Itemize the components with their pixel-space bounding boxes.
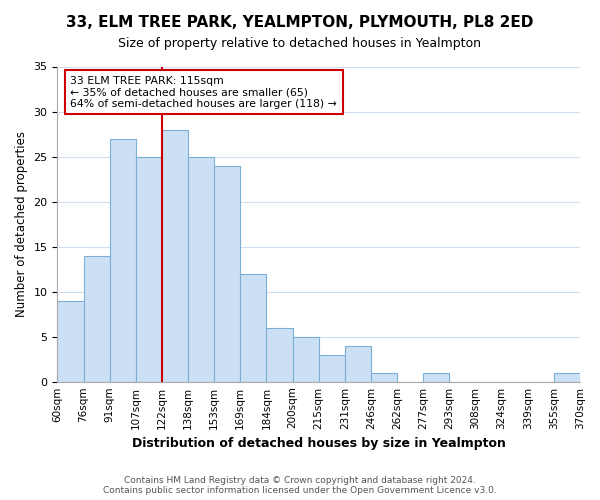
Text: Contains HM Land Registry data © Crown copyright and database right 2024.
Contai: Contains HM Land Registry data © Crown c… (103, 476, 497, 495)
Bar (188, 156, 214, 382)
Bar (293, 336, 319, 382)
Text: Size of property relative to detached houses in Yealmpton: Size of property relative to detached ho… (119, 38, 482, 51)
Text: 33, ELM TREE PARK, YEALMPTON, PLYMOUTH, PL8 2ED: 33, ELM TREE PARK, YEALMPTON, PLYMOUTH, … (67, 15, 533, 30)
Bar (162, 130, 188, 382)
Y-axis label: Number of detached properties: Number of detached properties (15, 131, 28, 317)
Text: 33 ELM TREE PARK: 115sqm
← 35% of detached houses are smaller (65)
64% of semi-d: 33 ELM TREE PARK: 115sqm ← 35% of detach… (70, 76, 337, 108)
Bar (345, 346, 371, 382)
Bar (83, 256, 110, 382)
Bar (371, 372, 397, 382)
Bar (136, 156, 162, 382)
Bar (423, 372, 449, 382)
Bar (214, 166, 241, 382)
X-axis label: Distribution of detached houses by size in Yealmpton: Distribution of detached houses by size … (132, 437, 506, 450)
Bar (110, 138, 136, 382)
Bar (241, 274, 266, 382)
Bar (554, 372, 580, 382)
Bar (319, 354, 345, 382)
Bar (58, 300, 83, 382)
Bar (266, 328, 293, 382)
